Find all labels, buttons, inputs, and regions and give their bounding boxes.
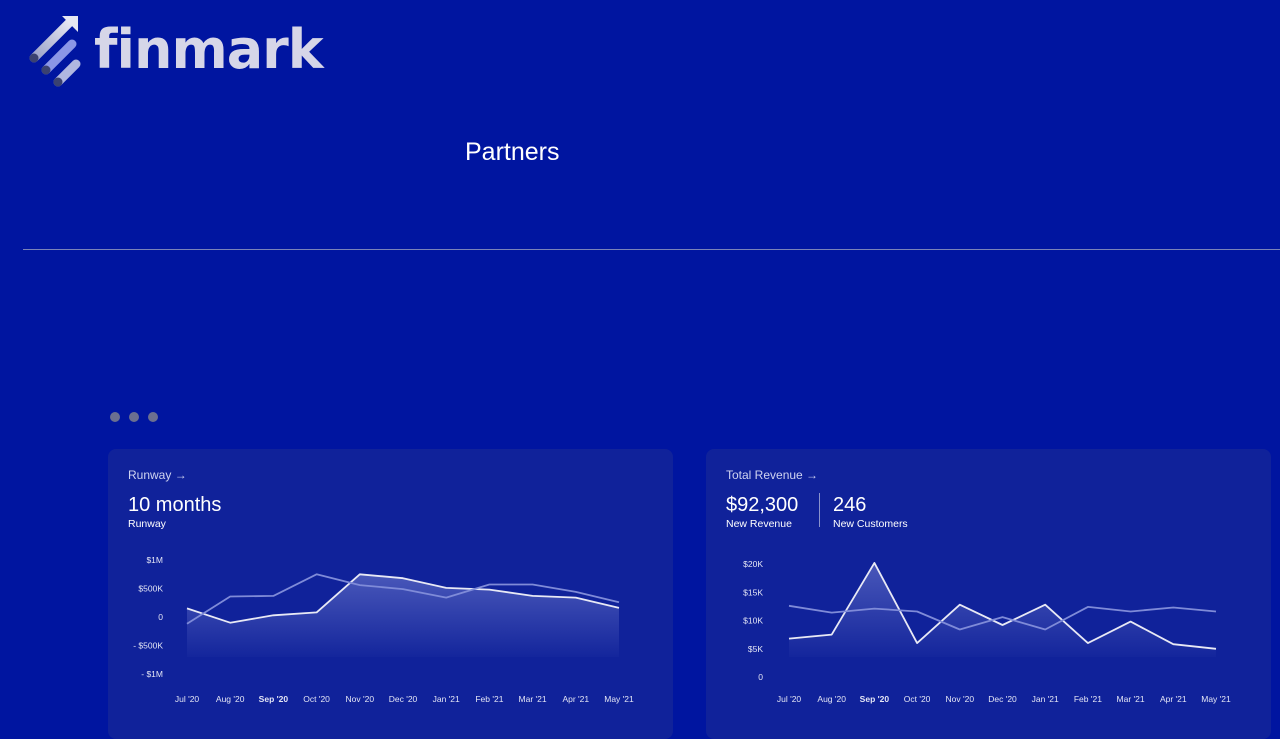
new-customers-stat: 246 New Customers: [833, 495, 908, 530]
revenue-card-title[interactable]: Total Revenue →: [726, 468, 819, 482]
runway-stat: 10 months Runway: [128, 495, 221, 530]
x-tick-label: Nov '20: [346, 694, 375, 704]
x-tick-label: Jan '21: [1032, 694, 1059, 704]
runway-value: 10 months: [128, 494, 222, 516]
y-tick-label: $500K: [138, 584, 163, 594]
x-tick-label: Jan '21: [433, 694, 460, 704]
x-tick-label: Oct '20: [904, 694, 931, 704]
y-tick-label: $5K: [748, 644, 763, 654]
series-line-primary: [788, 562, 1217, 650]
series-line-secondary: [788, 604, 1217, 631]
x-tick-label: May '21: [604, 694, 634, 704]
x-tick-label: Aug '20: [216, 694, 245, 704]
x-tick-label: May '21: [1201, 694, 1231, 704]
x-tick-label: Jul '20: [175, 694, 200, 704]
x-tick-label: Feb '21: [475, 694, 503, 704]
runway-chart: $1M $500K 0 - $500K - $1M Jul '20 Aug '20 Sep '…: [133, 555, 634, 704]
x-tick-label: Dec '20: [988, 694, 1017, 704]
runway-card-title[interactable]: Runway →: [128, 468, 187, 482]
y-tick-label: - $1M: [141, 669, 163, 679]
revenue-chart: $20K $15K $10K $5K 0 Jul '20 Aug '20 Sep '20 Oct…: [743, 559, 1231, 704]
x-tick-label: Feb '21: [1074, 694, 1102, 704]
y-tick-label: $15K: [743, 587, 763, 597]
x-tick-label: Mar '21: [519, 694, 547, 704]
x-tick-label: Apr '21: [562, 694, 589, 704]
y-tick-label: $20K: [743, 559, 763, 569]
series-line-secondary: [186, 573, 620, 625]
y-tick-label: - $500K: [133, 641, 163, 651]
nav-item-partners[interactable]: Partners: [465, 138, 560, 166]
series-area: [789, 562, 1216, 657]
x-tick-label: Sep '20: [860, 694, 890, 704]
x-tick-label: Nov '20: [946, 694, 975, 704]
x-tick-label: Sep '20: [259, 694, 289, 704]
runway-value-label: Runway: [128, 518, 166, 530]
new-customers-label: New Customers: [833, 518, 908, 530]
revenue-card: $20K $15K $10K $5K 0 Jul '20 Aug '20 Sep '20 Oct…: [706, 449, 1271, 739]
finmark-logo-icon: [29, 16, 81, 87]
runway-card: $1M $500K 0 - $500K - $1M Jul '20 Aug '20 Sep '…: [108, 449, 673, 739]
new-customers-value: 246: [833, 494, 867, 516]
x-tick-label: Apr '21: [1160, 694, 1187, 704]
finmark-logo[interactable]: finmark: [28, 14, 324, 90]
stat-divider: [819, 493, 820, 527]
x-tick-label: Mar '21: [1117, 694, 1145, 704]
x-tick-label: Dec '20: [389, 694, 418, 704]
series-line-primary: [186, 573, 620, 624]
x-tick-label: Aug '20: [817, 694, 846, 704]
y-tick-label: $1M: [146, 555, 163, 565]
new-revenue-value: $92,300: [726, 494, 799, 516]
brand-name: finmark: [94, 18, 324, 81]
x-tick-label: Oct '20: [303, 694, 330, 704]
y-tick-label: 0: [758, 672, 763, 682]
y-tick-label: 0: [158, 612, 163, 622]
new-revenue-stat: $92,300 New Revenue: [726, 495, 798, 530]
carousel-dot[interactable]: [110, 412, 120, 422]
series-area: [187, 574, 619, 657]
carousel-dots: [110, 412, 158, 422]
carousel-dot[interactable]: [148, 412, 158, 422]
y-tick-label: $10K: [743, 616, 763, 626]
x-tick-label: Jul '20: [777, 694, 802, 704]
new-revenue-label: New Revenue: [726, 518, 792, 530]
carousel-dot[interactable]: [129, 412, 139, 422]
header-divider: [23, 249, 1280, 250]
